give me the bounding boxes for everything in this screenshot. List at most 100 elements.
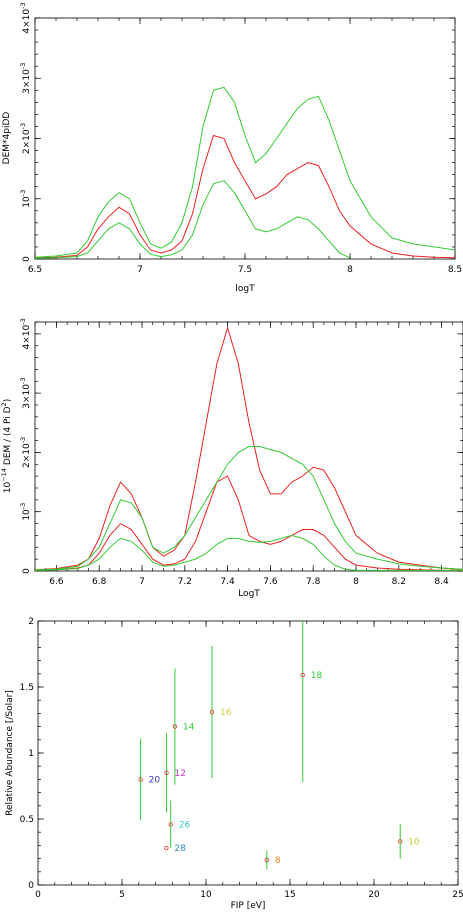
y-tick-base: 4×10 (22, 9, 32, 34)
series-line-3 (34, 534, 463, 571)
y-tick-exponent: -3 (19, 123, 27, 129)
y-tick-label: 2×10-3 (19, 123, 32, 154)
x-tick-label: 8 (353, 577, 359, 587)
plot-frame (34, 17, 456, 260)
data-point (209, 709, 215, 715)
y-tick-base: 0 (22, 256, 32, 262)
y-tick-label: 4×10-3 (19, 2, 32, 33)
y-tick-base: 2×10 (22, 129, 32, 154)
y-tick-label: 3×10-3 (19, 63, 32, 94)
y-tick-label: 4×10-3 (19, 318, 32, 349)
y-tick-exponent: -3 (19, 378, 27, 384)
series-group (34, 326, 463, 571)
series-line-1 (34, 475, 463, 571)
data-point (164, 770, 169, 775)
point-label: 8 (275, 856, 281, 866)
y-tick-base: 10 (22, 509, 32, 521)
x-tick-label: 7.5 (238, 265, 252, 275)
y-label-part: ) (3, 399, 13, 403)
x-tick-label: 8.4 (434, 577, 449, 587)
data-point (138, 777, 143, 782)
point-label: 28 (174, 844, 186, 854)
y-tick-label: 1.5 (20, 683, 34, 693)
series-line-2 (34, 180, 351, 259)
y-tick-base: 0 (22, 568, 32, 574)
y-tick-base: 3×10 (22, 69, 32, 94)
x-tick-label: 8.5 (448, 265, 462, 275)
y-tick-label: 2 (28, 617, 34, 627)
y-tick-exponent: -3 (19, 437, 27, 443)
data-point (398, 839, 403, 844)
y-label-part: 10 (3, 482, 13, 494)
x-tick-label: 20 (368, 890, 380, 900)
y-tick-label: 0.5 (20, 815, 34, 825)
y-label-exponent: −14 (0, 468, 8, 482)
y-tick-label: 0 (22, 256, 32, 262)
point-label: 12 (175, 769, 186, 779)
y-tick-label: 3×10-3 (19, 378, 32, 409)
dem-normalized-chart-panel: 6.6 6.8 7 7.2 7.4 7.6 7.8 8 8.2 8.4010-32×10-33×1… (0, 318, 463, 599)
x-tick-label: 25 (452, 890, 463, 900)
y-tick-label: 10-3 (19, 503, 32, 521)
y-tick-exponent: -3 (19, 318, 27, 324)
plot-frame (37, 620, 459, 886)
y-tick-exponent: -3 (19, 63, 27, 69)
series-line-1 (34, 86, 456, 258)
x-tick-label: 7.6 (263, 577, 278, 587)
point-label: 14 (183, 723, 195, 733)
ticks-group: 6.6 6.8 7 7.2 7.4 7.6 7.8 8 8.2 8.4010-32×10-33×1… (19, 318, 463, 587)
series-line-0 (34, 326, 463, 571)
y-tick-base: 4×10 (22, 324, 32, 349)
fip-abundance-chart-panel: 0 5 10 15 20 25 0 0.5 1 1.5 2 20 12 14 26 28 16 18 8 10 FI… (5, 617, 463, 911)
y-tick-exponent: -3 (19, 190, 27, 196)
x-tick-label: 7.4 (220, 577, 235, 587)
x-axis-label: LogT (238, 589, 260, 599)
point-label: 16 (220, 708, 232, 718)
y-tick-label: 1 (28, 749, 34, 759)
y-axis-label: Relative Abundance [/Solar] (5, 690, 15, 816)
x-tick-label: 7 (139, 577, 145, 587)
data-point (164, 845, 169, 851)
y-axis-label: DEM*4piDD (2, 112, 12, 165)
y-tick-base: 3×10 (22, 384, 32, 409)
y-tick-exponent: -3 (19, 503, 27, 509)
data-point (168, 822, 173, 827)
x-axis-label: logT (235, 284, 255, 294)
x-tick-label: 7.2 (178, 577, 192, 587)
y-axis-label: 10−14 DEM / (4 Pi D2) (0, 399, 13, 493)
y-label-exponent: 2 (0, 402, 8, 406)
y-tick-exponent: -3 (19, 2, 27, 8)
ticks-group: 0 5 10 15 20 25 0 0.5 1 1.5 2 (20, 617, 463, 900)
y-tick-base: 10 (22, 196, 32, 208)
data-point (172, 724, 178, 729)
series-line-0 (34, 134, 456, 259)
y-tick-label: 2×10-3 (19, 437, 32, 468)
point-label: 26 (179, 820, 191, 830)
series-group (34, 86, 456, 259)
series-line-2 (34, 446, 463, 571)
point-label: 10 (408, 837, 420, 847)
x-tick-label: 6.6 (49, 577, 64, 587)
data-point (300, 672, 305, 678)
x-tick-label: 6.5 (28, 265, 42, 275)
point-label: 20 (149, 775, 161, 785)
y-tick-label: 0 (22, 568, 32, 574)
x-axis-label: FIP [eV] (231, 901, 266, 911)
y-tick-base: 2×10 (22, 443, 32, 468)
x-tick-label: 8 (347, 265, 353, 275)
x-tick-label: 5 (119, 890, 125, 900)
x-tick-label: 7 (137, 265, 143, 275)
y-tick-label: 0 (28, 881, 34, 891)
data-point (264, 857, 270, 863)
point-label: 18 (311, 671, 323, 681)
x-tick-label: 15 (284, 890, 295, 900)
x-tick-label: 0 (35, 890, 41, 900)
x-tick-label: 10 (200, 890, 212, 900)
y-tick-label: 10-3 (19, 190, 32, 208)
points-group: 20 12 14 26 28 16 18 8 10 (138, 621, 420, 870)
x-tick-label: 6.8 (92, 577, 107, 587)
x-tick-label: 8.2 (392, 577, 406, 587)
